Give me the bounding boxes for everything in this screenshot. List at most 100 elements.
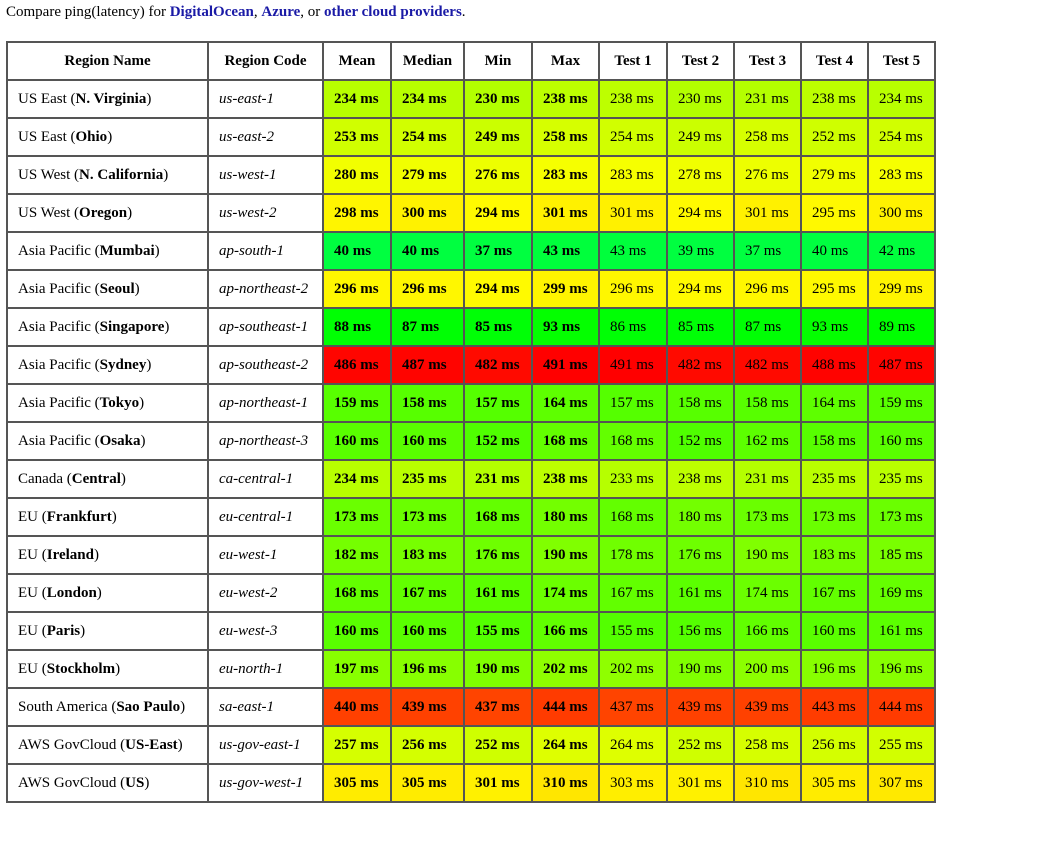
test-cell: 437 ms xyxy=(598,687,668,727)
region-area: Asia Pacific xyxy=(18,242,91,259)
region-name: US East (N. Virginia) xyxy=(6,79,209,119)
stat-cell: 301 ms xyxy=(531,193,600,233)
stat-cell: 310 ms xyxy=(531,763,600,803)
test-cell: 488 ms xyxy=(800,345,869,385)
table-row: EU (Frankfurt) eu-central-1 173 ms 173 ms 16… xyxy=(6,497,936,537)
test-cell: 173 ms xyxy=(867,497,936,537)
region-area: Canada xyxy=(18,470,63,487)
region-name: EU (Frankfurt) xyxy=(6,497,209,537)
stat-cell: 202 ms xyxy=(531,649,600,689)
stat-cell: 299 ms xyxy=(531,269,600,309)
region-name: AWS GovCloud (US) xyxy=(6,763,209,803)
stat-cell: 256 ms xyxy=(390,725,465,765)
other-providers-link[interactable]: other cloud providers xyxy=(324,4,462,20)
test-cell: 180 ms xyxy=(666,497,735,537)
test-cell: 294 ms xyxy=(666,269,735,309)
stat-cell: 168 ms xyxy=(463,497,533,537)
test-cell: 174 ms xyxy=(733,573,802,613)
table-row: US East (Ohio) us-east-2 253 ms 254 ms 249 m… xyxy=(6,117,936,157)
intro-text: Compare ping(latency) for DigitalOcean , … xyxy=(6,4,466,21)
test-cell: 161 ms xyxy=(666,573,735,613)
region-area: Asia Pacific xyxy=(18,356,91,373)
region-city: Ireland xyxy=(46,546,94,563)
test-cell: 258 ms xyxy=(733,725,802,765)
test-cell: 235 ms xyxy=(800,459,869,499)
region-name: Asia Pacific (Osaka) xyxy=(6,421,209,461)
stat-cell: 182 ms xyxy=(322,535,392,575)
test-cell: 276 ms xyxy=(733,155,802,195)
stat-cell: 253 ms xyxy=(322,117,392,157)
test-cell: 160 ms xyxy=(800,611,869,651)
region-code: eu-west-3 xyxy=(207,611,324,651)
test-cell: 156 ms xyxy=(666,611,735,651)
test-cell: 279 ms xyxy=(800,155,869,195)
stat-cell: 93 ms xyxy=(531,307,600,347)
stat-cell: 164 ms xyxy=(531,383,600,423)
region-name: US West (Oregon) xyxy=(6,193,209,233)
region-city: Stockholm xyxy=(46,660,116,677)
region-code: eu-north-1 xyxy=(207,649,324,689)
table-row: EU (Ireland) eu-west-1 182 ms 183 ms 176 ms 1… xyxy=(6,535,936,575)
region-city: Tokyo xyxy=(99,394,140,411)
test-cell: 202 ms xyxy=(598,649,668,689)
test-cell: 167 ms xyxy=(598,573,668,613)
region-area: South America xyxy=(18,698,108,715)
region-name: Asia Pacific (Seoul) xyxy=(6,269,209,309)
stat-cell: 439 ms xyxy=(390,687,465,727)
test-cell: 231 ms xyxy=(733,79,802,119)
region-area: US East xyxy=(18,128,67,145)
region-code: us-gov-west-1 xyxy=(207,763,324,803)
test-cell: 173 ms xyxy=(800,497,869,537)
table-row: US East (N. Virginia) us-east-1 234 ms 234 … xyxy=(6,79,936,119)
test-cell: 258 ms xyxy=(733,117,802,157)
region-area: EU xyxy=(18,660,38,677)
azure-link[interactable]: Azure xyxy=(261,4,301,20)
test-cell: 168 ms xyxy=(598,421,668,461)
table-row: Canada (Central) ca-central-1 234 ms 235 ms… xyxy=(6,459,936,499)
test-cell: 491 ms xyxy=(598,345,668,385)
column-header: Test 2 xyxy=(666,41,735,81)
test-cell: 254 ms xyxy=(598,117,668,157)
header-row: Region Name Region Code Mean Median Min Max Te… xyxy=(6,41,936,81)
stat-cell: 167 ms xyxy=(390,573,465,613)
test-cell: 160 ms xyxy=(867,421,936,461)
region-area: US West xyxy=(18,204,71,221)
stat-cell: 160 ms xyxy=(322,611,392,651)
stat-cell: 279 ms xyxy=(390,155,465,195)
stat-cell: 176 ms xyxy=(463,535,533,575)
test-cell: 307 ms xyxy=(867,763,936,803)
stat-cell: 180 ms xyxy=(531,497,600,537)
test-cell: 190 ms xyxy=(733,535,802,575)
test-cell: 238 ms xyxy=(666,459,735,499)
test-cell: 278 ms xyxy=(666,155,735,195)
region-city: Paris xyxy=(46,622,81,639)
region-name: Canada (Central) xyxy=(6,459,209,499)
column-header: Region Name xyxy=(6,41,209,81)
table-row: Asia Pacific (Sydney) ap-southeast-2 486 m… xyxy=(6,345,936,385)
stat-cell: 294 ms xyxy=(463,193,533,233)
region-name: Asia Pacific (Mumbai) xyxy=(6,231,209,271)
region-area: EU xyxy=(18,584,38,601)
test-cell: 152 ms xyxy=(666,421,735,461)
region-code: eu-west-2 xyxy=(207,573,324,613)
stat-cell: 238 ms xyxy=(531,459,600,499)
region-city: Sydney xyxy=(99,356,147,373)
stat-cell: 168 ms xyxy=(322,573,392,613)
stat-cell: 190 ms xyxy=(463,649,533,689)
stat-cell: 158 ms xyxy=(390,383,465,423)
stat-cell: 491 ms xyxy=(531,345,600,385)
stat-cell: 166 ms xyxy=(531,611,600,651)
stat-cell: 301 ms xyxy=(463,763,533,803)
region-name: AWS GovCloud (US-East) xyxy=(6,725,209,765)
column-header: Min xyxy=(463,41,533,81)
digitalocean-link[interactable]: DigitalOcean xyxy=(169,4,254,20)
test-cell: 301 ms xyxy=(598,193,668,233)
column-header: Region Code xyxy=(207,41,324,81)
region-code: ca-central-1 xyxy=(207,459,324,499)
test-cell: 42 ms xyxy=(867,231,936,271)
stat-cell: 43 ms xyxy=(531,231,600,271)
table-row: Asia Pacific (Osaka) ap-northeast-3 160 ms… xyxy=(6,421,936,461)
stat-cell: 276 ms xyxy=(463,155,533,195)
region-area: Asia Pacific xyxy=(18,318,91,335)
test-cell: 256 ms xyxy=(800,725,869,765)
